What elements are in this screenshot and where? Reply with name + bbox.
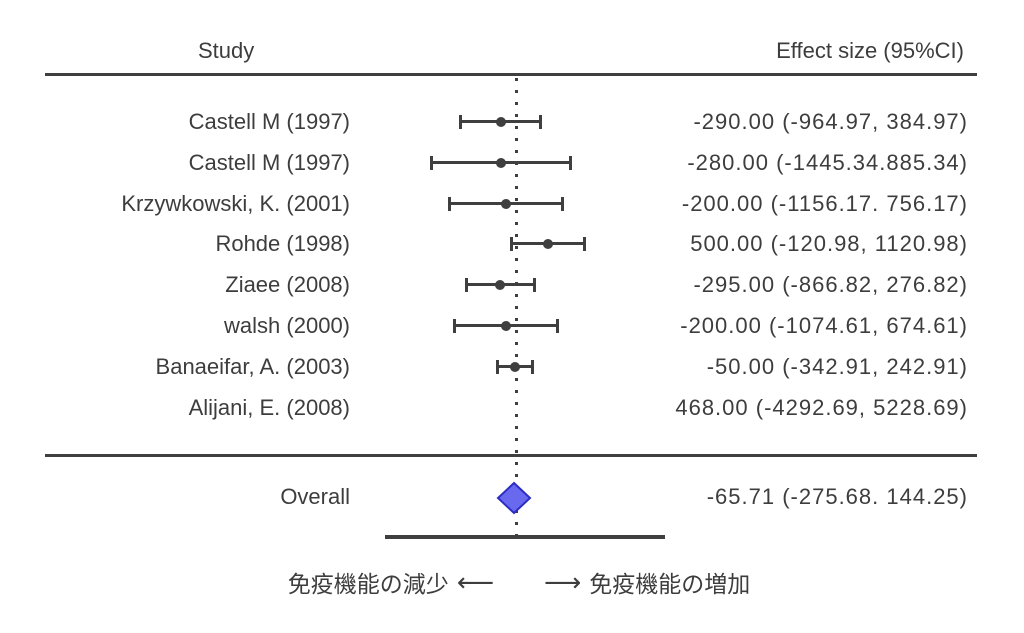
effect-dot bbox=[501, 198, 511, 209]
ci-cap-right bbox=[539, 115, 543, 129]
ci-cap-left bbox=[447, 196, 451, 211]
ci-cap-left bbox=[430, 155, 434, 170]
study-label: Alijani, E. (2008) bbox=[188, 394, 350, 420]
effect-dot bbox=[496, 157, 507, 168]
effect-size-value: -280.00 (-1445.34.885.34) bbox=[687, 149, 968, 175]
column-header-study: Study bbox=[198, 38, 255, 63]
overall-label: Overall bbox=[280, 484, 350, 509]
right-arrow-icon: ⟶ bbox=[544, 566, 582, 597]
study-row: Castell M (1997) -290.00 (-964.97, 384.9… bbox=[0, 108, 1024, 136]
effect-dot bbox=[495, 280, 506, 291]
study-label: Banaeifar, A. (2003) bbox=[155, 353, 350, 379]
ci-cap-left bbox=[459, 115, 463, 129]
left-arrow-icon: ⟵ bbox=[456, 566, 494, 597]
study-row: Alijani, E. (2008) 468.00 (-4292.69, 522… bbox=[0, 394, 1024, 422]
effect-size-value: -200.00 (-1074.61, 674.61) bbox=[680, 313, 968, 338]
axis-bar bbox=[385, 535, 665, 539]
separator-rule bbox=[45, 454, 977, 457]
axis-direction-labels: 免疫機能の減少 ⟵ ⟶ 免疫機能の増加 bbox=[0, 566, 1024, 598]
top-rule bbox=[45, 73, 977, 76]
study-row: Rohde (1998) 500.00 (-120.98, 1120.98) bbox=[0, 230, 1024, 258]
effect-size-value: -200.00 (-1156.17. 756.17) bbox=[681, 190, 968, 216]
study-row: Castell M (1997) -280.00 (-1445.34.885.3… bbox=[0, 149, 1024, 177]
effect-dot bbox=[510, 361, 520, 372]
ci-cap-right bbox=[556, 319, 560, 333]
study-row: Krzywkowski, K. (2001) -200.00 (-1156.17… bbox=[0, 190, 1024, 218]
zero-reference-line bbox=[515, 78, 518, 536]
effect-size-value: 468.00 (-4292.69, 5228.69) bbox=[675, 394, 968, 420]
ci-cap-right bbox=[569, 155, 573, 170]
effect-size-value: 500.00 (-120.98, 1120.98) bbox=[690, 231, 968, 257]
study-label: Ziaee (2008) bbox=[225, 272, 350, 298]
effect-dot bbox=[543, 239, 553, 250]
ci-cap-left bbox=[496, 359, 500, 374]
study-label: Castell M (1997) bbox=[188, 149, 350, 175]
effect-size-value: -50.00 (-342.91, 242.91) bbox=[706, 353, 968, 379]
ci-cap-right bbox=[583, 237, 587, 252]
study-label: walsh (2000) bbox=[224, 313, 350, 338]
ci-cap-right bbox=[532, 278, 536, 293]
effect-dot bbox=[495, 117, 506, 127]
overall-effect-size: -65.71 (-275.68. 144.25) bbox=[706, 484, 968, 509]
effect-size-value: -295.00 (-866.82, 276.82) bbox=[693, 272, 968, 298]
study-label: Krzywkowski, K. (2001) bbox=[121, 190, 350, 216]
study-label: Castell M (1997) bbox=[188, 109, 350, 134]
study-row: walsh (2000) -200.00 (-1074.61, 674.61) bbox=[0, 312, 1024, 340]
effect-dot bbox=[501, 321, 511, 331]
study-label: Rohde (1998) bbox=[215, 231, 350, 257]
study-row: Ziaee (2008) -295.00 (-866.82, 276.82) bbox=[0, 271, 1024, 299]
study-row: Banaeifar, A. (2003) -50.00 (-342.91, 24… bbox=[0, 353, 1024, 381]
ci-cap-right bbox=[561, 196, 565, 211]
overall-diamond bbox=[496, 481, 532, 515]
ci-cap-right bbox=[530, 359, 534, 374]
ci-cap-left bbox=[464, 278, 468, 293]
column-header-effect-size: Effect size (95%CI) bbox=[776, 38, 964, 63]
increase-label: 免疫機能の増加 bbox=[589, 571, 751, 597]
ci-cap-left bbox=[509, 237, 513, 252]
ci-cap-left bbox=[452, 319, 456, 333]
effect-size-value: -290.00 (-964.97, 384.97) bbox=[693, 109, 968, 134]
decrease-label: 免疫機能の減少 bbox=[287, 571, 449, 597]
